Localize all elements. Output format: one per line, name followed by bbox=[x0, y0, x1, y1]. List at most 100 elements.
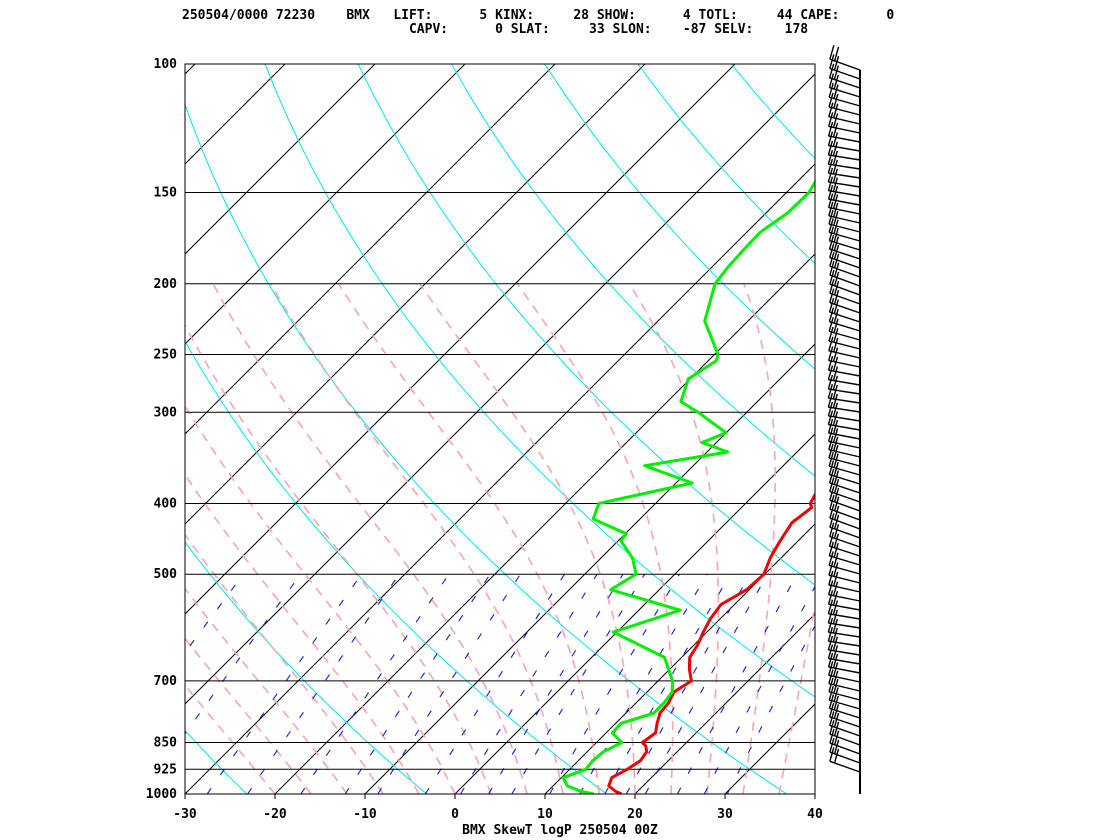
wind-barb-flag bbox=[833, 280, 840, 296]
wind-barb-flag bbox=[827, 652, 834, 668]
wind-barb-shaft bbox=[829, 699, 861, 710]
wind-barb-shaft bbox=[829, 292, 861, 305]
wind-barb-flag bbox=[833, 461, 839, 477]
wind-barb bbox=[829, 522, 861, 548]
wind-barb-shaft bbox=[829, 716, 861, 728]
wind-barb-flag bbox=[827, 590, 834, 605]
wind-barb-flag bbox=[833, 487, 840, 503]
wind-barb-flag bbox=[833, 533, 839, 548]
wind-barb-flag bbox=[829, 243, 835, 258]
wind-barb-flag bbox=[832, 636, 839, 651]
wind-barb-flag bbox=[827, 384, 834, 399]
moist-adiabat bbox=[185, 587, 348, 794]
wind-barb-flag bbox=[832, 571, 839, 587]
y-tick-label: 200 bbox=[154, 277, 178, 292]
moist-adiabat bbox=[185, 684, 276, 794]
wind-barb bbox=[828, 226, 861, 251]
wind-barb bbox=[827, 418, 861, 440]
wind-barb-flag bbox=[827, 374, 834, 390]
wind-barb-flag bbox=[832, 141, 839, 156]
wind-barb bbox=[829, 54, 861, 80]
wind-barb-flag bbox=[833, 670, 839, 685]
wind-barb-flag bbox=[833, 290, 840, 305]
wind-barb-flag bbox=[833, 65, 840, 80]
wind-barb-shaft bbox=[829, 555, 861, 566]
wind-barb-flag bbox=[827, 159, 834, 174]
chart-title: BMX SkewT logP 250504 00Z bbox=[462, 823, 658, 838]
wind-barb bbox=[828, 234, 861, 260]
wind-barb-flag bbox=[829, 269, 835, 285]
wind-barb-flag bbox=[828, 326, 834, 342]
wind-barb-flag bbox=[828, 435, 834, 450]
wind-barb-flag bbox=[832, 159, 838, 175]
wind-barb bbox=[828, 468, 861, 494]
wind-barb-flag bbox=[833, 739, 840, 754]
wind-barb-shaft bbox=[829, 517, 861, 530]
wind-barb bbox=[827, 193, 861, 215]
wind-barb-flag bbox=[833, 445, 839, 460]
wind-barb-shaft bbox=[829, 274, 861, 287]
wind-barb-flag bbox=[827, 401, 834, 417]
wind-barb bbox=[827, 608, 861, 629]
x-tick-label: -30 bbox=[173, 807, 197, 822]
wind-barb-shaft bbox=[829, 96, 861, 107]
wind-barb bbox=[828, 326, 861, 350]
wind-barb bbox=[828, 570, 861, 593]
wind-barb-flag bbox=[833, 514, 840, 530]
wind-barb-flag bbox=[833, 730, 840, 745]
wind-barb-flag bbox=[829, 44, 835, 60]
wind-barb-flag bbox=[828, 694, 835, 709]
wind-barb bbox=[827, 580, 861, 602]
x-tick-label: -20 bbox=[263, 807, 287, 822]
wind-barb-shaft bbox=[829, 751, 861, 764]
wind-barb-flag bbox=[832, 590, 839, 606]
wind-barb bbox=[828, 661, 861, 683]
wind-barb-flag bbox=[832, 618, 838, 634]
wind-barb-shaft bbox=[828, 106, 861, 116]
wind-barb bbox=[829, 503, 861, 530]
wind-barb-flag bbox=[829, 513, 835, 528]
wind-barb-flag bbox=[832, 581, 839, 596]
wind-barb-shaft bbox=[828, 116, 861, 125]
wind-barb-shaft bbox=[829, 67, 861, 80]
wind-barb-flag bbox=[832, 132, 839, 147]
wind-barb bbox=[827, 644, 861, 665]
wind-barb-shaft bbox=[828, 340, 861, 350]
wind-barb-shaft bbox=[828, 574, 861, 584]
wind-barb-flag bbox=[833, 337, 839, 353]
wind-barb-flag bbox=[833, 271, 840, 286]
wind-barb-flag bbox=[832, 366, 839, 381]
wind-barb-flag bbox=[829, 711, 835, 726]
moist-adiabat bbox=[516, 283, 674, 794]
wind-barb-shaft bbox=[828, 350, 861, 359]
wind-barb-flag bbox=[829, 737, 835, 753]
wind-barb-flag bbox=[827, 193, 834, 208]
dry-adiabat bbox=[824, 64, 1120, 794]
wind-barb bbox=[829, 44, 861, 71]
wind-barb-flag bbox=[827, 355, 834, 371]
wind-barb-flag bbox=[828, 201, 834, 217]
wind-barb-flag bbox=[833, 299, 840, 314]
y-tick-label: 300 bbox=[154, 405, 178, 420]
wind-barb-shaft bbox=[829, 311, 861, 323]
mixing-ratio-line bbox=[344, 573, 491, 794]
wind-barb-shaft bbox=[828, 622, 861, 629]
mixing-ratio-line bbox=[185, 573, 244, 654]
mixing-ratio-line bbox=[644, 573, 769, 794]
wind-barb bbox=[827, 590, 861, 611]
moist-adiabat bbox=[742, 283, 776, 794]
wind-barb-flag bbox=[832, 662, 839, 677]
wind-barb-flag bbox=[828, 83, 834, 98]
x-tick-label: 0 bbox=[451, 807, 459, 822]
wind-barb bbox=[829, 260, 861, 287]
y-tick-label: 850 bbox=[154, 735, 178, 750]
isobar-lines bbox=[185, 63, 815, 795]
wind-barb-shaft bbox=[829, 526, 861, 539]
isotherm-line bbox=[454, 433, 815, 794]
wind-barb-flag bbox=[828, 73, 835, 88]
wind-barb-flag bbox=[828, 102, 834, 117]
wind-barb-shaft bbox=[829, 320, 861, 332]
wind-barb-shaft bbox=[828, 378, 861, 386]
wind-barb bbox=[827, 355, 861, 377]
